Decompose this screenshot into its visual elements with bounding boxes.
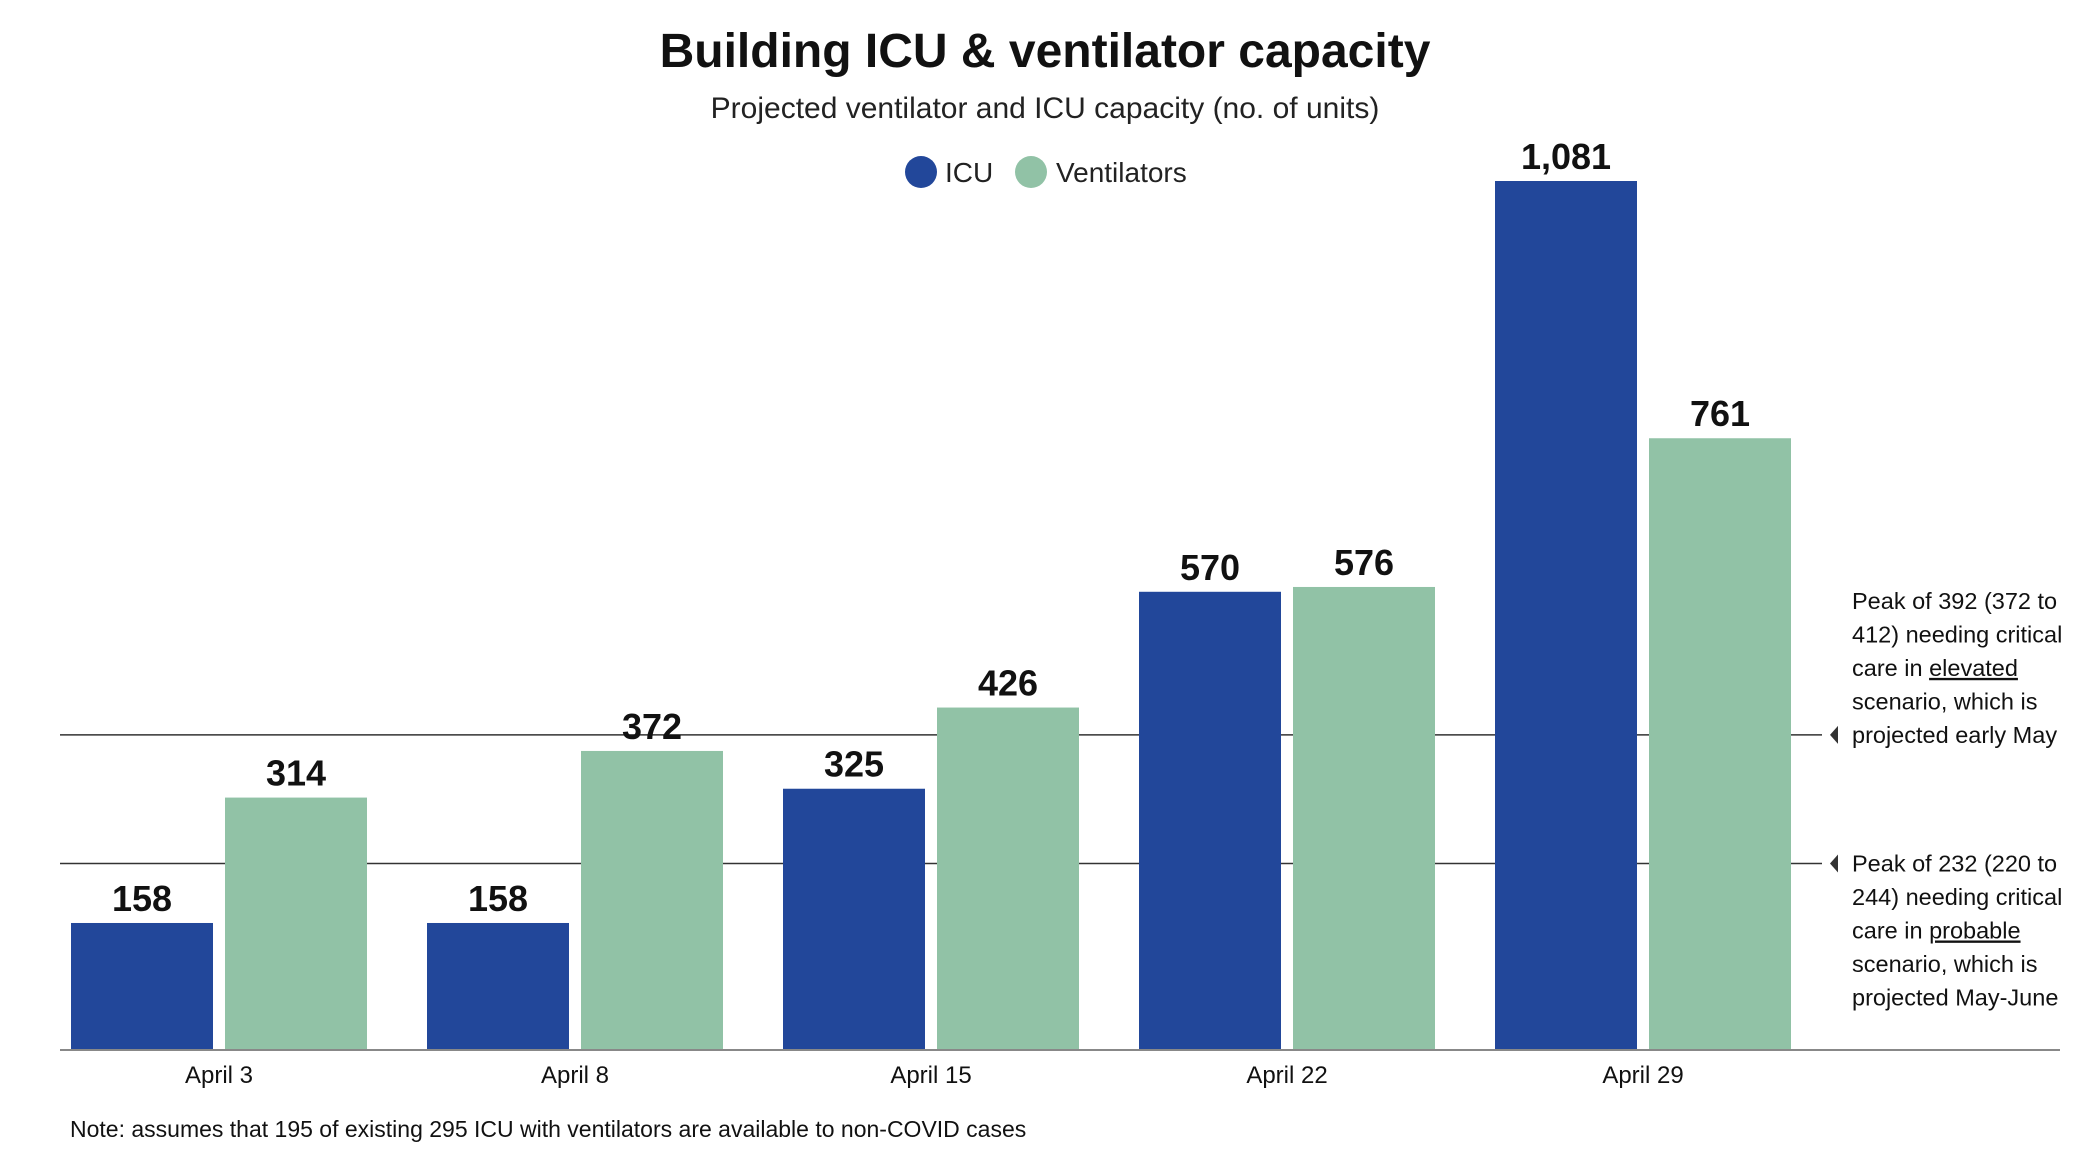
legend-label-ventilators: Ventilators	[1056, 157, 1187, 188]
value-labels: 158 314 158 372 325 426 570 576 1,081 761	[112, 136, 1750, 919]
bar-ventilators-0	[225, 797, 367, 1050]
annotation-pointer-232	[1830, 854, 1838, 873]
annotation-line: 244) needing critical	[1852, 884, 2062, 910]
value-label-icu-2: 325	[824, 744, 884, 785]
value-label-ventilators-0: 314	[266, 753, 326, 794]
x-tick-label: April 3	[185, 1062, 253, 1089]
x-tick-label: April 22	[1246, 1062, 1327, 1089]
value-label-icu-0: 158	[112, 878, 172, 919]
legend-swatch-icu	[905, 156, 937, 188]
annotation-emphasis: probable	[1929, 917, 2020, 943]
annotation-line: scenario, which is	[1852, 951, 2037, 977]
annotation-line: projected early May	[1852, 722, 2057, 748]
bar-icu-1	[427, 922, 569, 1050]
value-label-icu-1: 158	[468, 878, 528, 919]
value-label-ventilators-2: 426	[978, 663, 1038, 704]
chart-note: Note: assumes that 195 of existing 295 I…	[70, 1116, 1026, 1142]
chart-subtitle: Projected ventilator and ICU capacity (n…	[711, 92, 1380, 125]
annotation-line: care in probable	[1852, 917, 2021, 943]
bar-ventilators-4	[1649, 438, 1791, 1050]
annotation-line: scenario, which is	[1852, 688, 2037, 714]
legend-label-icu: ICU	[945, 157, 993, 188]
annotation-pointer-392	[1830, 725, 1838, 744]
bar-icu-2	[783, 788, 925, 1050]
value-label-ventilators-3: 576	[1334, 542, 1394, 583]
x-tick-labels: April 3 April 8 April 15 April 22 April 29	[185, 1062, 1684, 1089]
annotation-line: projected May-June	[1852, 984, 2058, 1010]
bar-icu-4	[1495, 181, 1637, 1050]
bar-icu-3	[1139, 591, 1281, 1050]
annotation-line: Peak of 392 (372 to	[1852, 588, 2057, 614]
value-label-ventilators-1: 372	[622, 706, 682, 747]
bar-ventilators-2	[937, 707, 1079, 1050]
x-tick-label: April 8	[541, 1062, 609, 1089]
x-tick-label: April 15	[890, 1062, 971, 1089]
annotation-line: Peak of 232 (220 to	[1852, 850, 2057, 876]
value-label-ventilators-4: 761	[1690, 393, 1750, 434]
legend-swatch-ventilators	[1015, 156, 1047, 188]
annotation-line: care in elevated	[1852, 655, 2018, 681]
annotations: Peak of 392 (372 to 412) needing critical…	[1830, 588, 2062, 1010]
annotation-emphasis: elevated	[1929, 655, 2018, 681]
bars	[71, 181, 1791, 1050]
bar-icu-0	[71, 922, 213, 1050]
chart-legend: ICU Ventilators	[905, 156, 1187, 188]
value-label-icu-4: 1,081	[1521, 136, 1611, 177]
chart-title: Building ICU & ventilator capacity	[660, 25, 1431, 78]
bar-ventilators-1	[581, 750, 723, 1050]
x-tick-label: April 29	[1602, 1062, 1683, 1089]
bar-ventilators-3	[1293, 586, 1435, 1050]
annotation-line: 412) needing critical	[1852, 621, 2062, 647]
value-label-icu-3: 570	[1180, 547, 1240, 588]
